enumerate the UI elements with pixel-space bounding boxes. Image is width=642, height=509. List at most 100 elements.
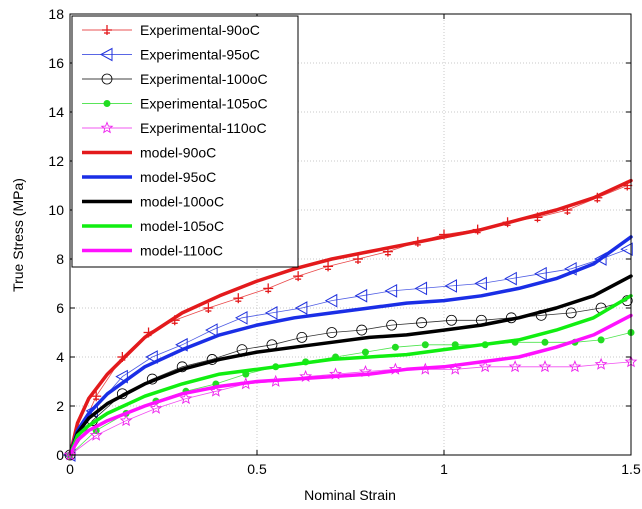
data-point [538, 360, 552, 373]
data-point [446, 314, 457, 326]
data-point [203, 303, 214, 313]
data-point [594, 357, 608, 370]
data-point [474, 276, 487, 291]
data-point [444, 279, 457, 293]
series-model-105oC [68, 294, 633, 457]
legend: Experimental-90oC Experimental-95oC Experi… [71, 15, 299, 268]
data-point [568, 360, 582, 373]
series-model-95oC [68, 235, 633, 457]
data-point [233, 293, 244, 304]
y-tick-label: 0 [56, 447, 64, 463]
data-point [421, 341, 429, 349]
legend-label: model-100oC [140, 194, 224, 210]
data-point [384, 284, 398, 298]
legend-entry: Experimental-105oC [82, 96, 268, 112]
data-point [478, 360, 492, 373]
y-tick-label: 12 [48, 153, 64, 169]
y-tick-label: 16 [48, 55, 64, 71]
data-point [115, 369, 128, 384]
series-model-110oC [68, 313, 633, 457]
y-tick-label: 4 [56, 349, 64, 365]
axis-ticks: 0 0.5 1 1.5 0 2 4 6 8 10 12 14 16 18 [48, 6, 641, 477]
y-tick-label: 10 [48, 202, 64, 218]
y-axis-label: True Stress (MPa) [10, 178, 26, 292]
legend-label: model-110oC [140, 243, 223, 259]
legend-label: Experimental-100oC [140, 71, 268, 87]
legend-label: Experimental-105oC [140, 96, 268, 112]
series-Experimental-110oC [63, 355, 638, 461]
data-point [504, 271, 517, 286]
data-point [175, 337, 188, 352]
series-line [68, 235, 633, 457]
x-tick-label: 0 [66, 461, 74, 477]
data-point [597, 336, 605, 344]
data-point [386, 319, 398, 331]
series-layer [62, 178, 638, 462]
data-point [323, 261, 334, 272]
x-tick-label: 0.5 [247, 461, 267, 477]
data-point [293, 271, 304, 282]
data-point [620, 242, 633, 257]
data-point [91, 391, 102, 402]
y-tick-label: 8 [56, 251, 64, 267]
data-point [294, 301, 308, 315]
legend-marker [103, 100, 111, 107]
data-point [179, 391, 193, 405]
legend-marker [101, 73, 113, 85]
y-tick-label: 14 [48, 104, 64, 120]
data-point [264, 306, 278, 320]
data-point [89, 428, 103, 441]
x-tick-label: 1 [440, 461, 448, 477]
data-point [565, 307, 577, 319]
x-tick-label: 1.5 [621, 461, 641, 477]
data-point [534, 266, 547, 281]
series-line [68, 313, 633, 457]
legend-marker [100, 121, 114, 134]
y-tick-label: 2 [56, 398, 64, 414]
data-point [391, 343, 399, 351]
legend-entry: model-90oC [82, 145, 216, 161]
legend-label: model-90oC [140, 145, 216, 161]
x-axis-label: Nominal Strain [304, 487, 396, 503]
data-point [326, 327, 338, 338]
legend-entry: model-95oC [82, 169, 216, 185]
legend-entry: model-100oC [82, 194, 224, 210]
legend-entry: model-110oC [82, 243, 223, 259]
data-point [324, 293, 338, 308]
data-point [145, 350, 158, 364]
data-point [205, 323, 218, 337]
legend-marker [102, 25, 112, 35]
data-point [356, 324, 368, 336]
data-point [354, 288, 368, 303]
data-point [263, 283, 274, 294]
legend-label: model-95oC [140, 169, 216, 185]
legend-label: Experimental-90oC [140, 22, 260, 38]
series-line [68, 178, 633, 457]
legend-entry: Experimental-90oC [82, 22, 260, 38]
series-line [68, 274, 633, 457]
legend-label: Experimental-95oC [140, 47, 260, 63]
legend-entry: Experimental-95oC [82, 47, 260, 63]
legend-label: Experimental-110oC [140, 120, 267, 136]
data-point [541, 338, 549, 346]
legend-entry: Experimental-110oC [82, 120, 267, 136]
legend-label: model-105oC [140, 218, 224, 234]
legend-marker [99, 47, 113, 62]
plot-frame [69, 13, 632, 456]
series-line [68, 294, 633, 457]
y-tick-label: 18 [48, 6, 64, 22]
data-point [149, 401, 163, 414]
series-model-100oC [68, 274, 633, 457]
legend-entry: model-105oC [82, 218, 224, 234]
data-point [508, 360, 522, 373]
data-point [414, 281, 428, 296]
y-tick-label: 6 [56, 300, 64, 316]
data-point [296, 331, 308, 343]
data-point [594, 252, 607, 266]
data-point [361, 348, 369, 356]
data-point [416, 317, 427, 329]
data-point [352, 254, 363, 264]
data-point [119, 413, 133, 427]
series-model-90oC [68, 178, 633, 457]
